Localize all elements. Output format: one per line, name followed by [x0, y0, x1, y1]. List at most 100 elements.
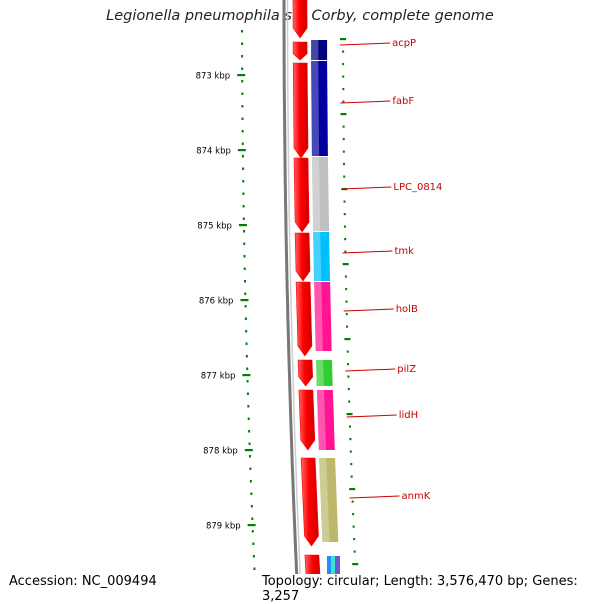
gene-block-lpc_0814	[311, 157, 330, 231]
inner-ring-dot	[347, 363, 350, 366]
scale-tick	[247, 524, 256, 527]
ring-dot	[241, 142, 244, 145]
ring-dot	[253, 567, 256, 570]
inner-ring-dot	[352, 525, 355, 528]
ring-dot	[249, 480, 252, 483]
ring-dot	[244, 292, 247, 295]
ring-dot	[247, 417, 250, 420]
cds-arrow	[292, 41, 308, 61]
inner-ring-dot	[343, 163, 346, 166]
cds-arrow	[295, 281, 313, 357]
inner-ring-dot	[342, 150, 345, 153]
ring-dot	[242, 217, 245, 220]
gene-block-holb	[314, 282, 332, 351]
ring-dot	[243, 242, 246, 245]
gene-label-leader	[340, 100, 391, 104]
cds-arrow	[300, 457, 319, 547]
ring-dot	[251, 517, 254, 520]
gene-label: acpP	[392, 38, 416, 49]
gene-block-shade	[311, 157, 321, 231]
ring-dot	[243, 267, 246, 270]
ring-dot	[246, 367, 249, 370]
gene-block-anmk	[319, 458, 339, 542]
inner-ring-dot	[343, 225, 346, 228]
ring-dot	[241, 117, 244, 120]
gene-block-acpp	[311, 40, 328, 60]
gene-label: tmk	[394, 246, 414, 257]
inner-ring-dot	[340, 113, 347, 116]
cds-arrow	[292, 0, 308, 39]
gene-label-leader	[343, 308, 394, 312]
inner-ring-dot	[345, 300, 348, 303]
cds-arrow	[294, 232, 311, 282]
ring-dot	[249, 467, 252, 470]
scale-tick	[237, 74, 246, 77]
ring-dot	[242, 192, 245, 195]
inner-ring-dot	[353, 538, 356, 541]
gene-block-shade	[311, 40, 319, 60]
ring-dot	[242, 205, 245, 208]
inner-ring-dot	[342, 88, 345, 91]
inner-ring-dot	[344, 338, 351, 341]
gene-block-pilz	[316, 360, 333, 386]
inner-ring-dot	[344, 250, 347, 253]
ring-dot	[241, 30, 244, 33]
gene-label-leader	[341, 186, 392, 190]
gene-label-leader	[342, 250, 393, 254]
ring-dot	[248, 455, 251, 458]
cds-arrow	[297, 359, 314, 387]
inner-ring-dot	[345, 313, 348, 316]
inner-ring-dot	[342, 138, 345, 141]
inner-ring-dot	[343, 213, 346, 216]
ring-dot	[243, 230, 246, 233]
scale-tick-label: 875 kbp	[197, 222, 232, 232]
gene-block-shade	[319, 458, 330, 542]
cds-arrow	[298, 389, 316, 451]
ring-dot	[241, 67, 244, 70]
cds-arrow	[293, 157, 310, 233]
ring-dot	[241, 55, 244, 58]
inner-ring-dot	[342, 100, 345, 103]
inner-ring-dot	[346, 413, 353, 416]
ring-dot	[242, 167, 245, 170]
ring-dot	[250, 505, 253, 508]
scale-tick-label: 873 kbp	[196, 72, 231, 82]
cds-arrow	[292, 62, 309, 159]
ring-dot	[243, 255, 246, 258]
gene-label-leader	[340, 42, 391, 46]
ring-dot	[245, 330, 248, 333]
ring-dot	[248, 430, 251, 433]
scale-tick	[237, 149, 246, 152]
inner-ring-dot	[342, 50, 345, 53]
ring-dot	[244, 317, 247, 320]
ring-dot	[250, 492, 253, 495]
ring-dot	[242, 180, 245, 183]
scale-tick-label: 879 kbp	[206, 522, 241, 532]
gene-block-shade	[313, 232, 322, 281]
gene-label: pilZ	[397, 364, 416, 375]
scale-axis: 873 kbp 874 kbp 875 kbp 876 kbp 877 kbp 878 k…	[196, 72, 256, 532]
inner-ring-dot	[342, 263, 349, 266]
gene-block-shade	[316, 390, 326, 450]
scale-tick-label: 877 kbp	[201, 372, 236, 382]
inner-ring-dot	[348, 400, 351, 403]
ring-dot	[252, 542, 255, 545]
gene-block-shade	[314, 282, 323, 351]
inner-ring-dot	[349, 450, 352, 453]
gene-label: anmK	[402, 491, 431, 502]
inner-dotted-ring	[340, 38, 359, 566]
gene-block-fabf	[311, 61, 328, 156]
inner-ring-dot	[342, 125, 345, 128]
ring-dot	[241, 92, 244, 95]
scale-tick	[238, 224, 247, 227]
gene-label-leader	[349, 495, 400, 499]
inner-ring-dot	[344, 238, 347, 241]
ring-dot	[241, 80, 244, 83]
gene-label: holB	[396, 304, 418, 315]
inner-ring-dot	[346, 350, 349, 353]
inner-ring-dot	[342, 63, 345, 66]
inner-ring-dot	[350, 475, 353, 478]
ring-dot	[245, 342, 248, 345]
inner-ring-dot	[352, 513, 355, 516]
